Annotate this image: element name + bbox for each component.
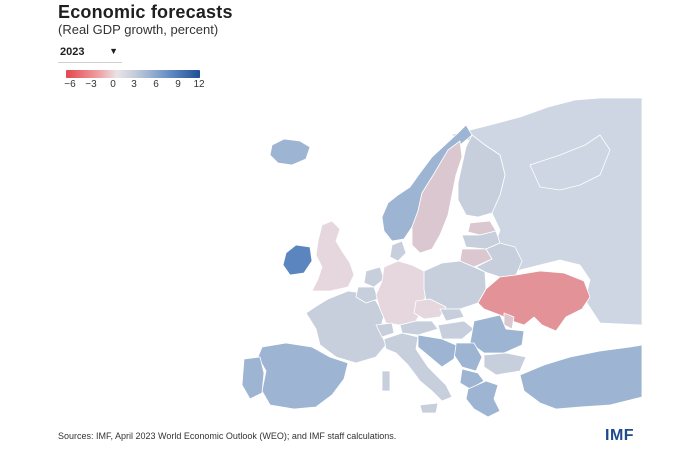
imf-logo: IMF bbox=[605, 427, 635, 444]
country-switzerland[interactable] bbox=[375, 322, 395, 338]
country-sicily[interactable] bbox=[419, 402, 439, 414]
legend-color-bar bbox=[66, 70, 200, 78]
country-turkey[interactable] bbox=[519, 344, 643, 410]
country-belgium[interactable] bbox=[355, 286, 379, 304]
country-italy[interactable] bbox=[383, 332, 453, 402]
country-moldova[interactable] bbox=[503, 312, 515, 330]
country-croatia-bosnia[interactable] bbox=[417, 334, 457, 368]
legend-tick: 9 bbox=[175, 79, 181, 90]
country-arkhangelsk[interactable] bbox=[529, 134, 611, 191]
country-netherlands[interactable] bbox=[363, 266, 385, 288]
color-legend: −6 −3 0 3 6 9 12 bbox=[64, 68, 206, 94]
chevron-down-icon: ▼ bbox=[109, 46, 118, 56]
country-finland[interactable] bbox=[457, 134, 506, 218]
source-note: Sources: IMF, April 2023 World Economic … bbox=[58, 431, 397, 441]
legend-tick: 12 bbox=[193, 79, 205, 90]
country-spain[interactable] bbox=[257, 342, 349, 410]
country-hungary[interactable] bbox=[437, 320, 475, 340]
legend-tick: 6 bbox=[153, 79, 159, 90]
country-czechia[interactable] bbox=[413, 298, 447, 320]
country-lithuania[interactable] bbox=[459, 248, 493, 268]
country-sweden[interactable] bbox=[411, 140, 463, 254]
chart-subtitle: (Real GDP growth, percent) bbox=[58, 22, 219, 37]
country-iceland[interactable] bbox=[269, 138, 311, 166]
chart-title: Economic forecasts bbox=[58, 2, 233, 22]
country-portugal[interactable] bbox=[241, 356, 265, 400]
legend-tick: −3 bbox=[85, 79, 97, 90]
year-dropdown[interactable]: 2023 ▼ bbox=[58, 44, 122, 63]
country-uk[interactable] bbox=[311, 220, 355, 292]
country-greece[interactable] bbox=[465, 380, 501, 418]
europe-map bbox=[241, 97, 643, 418]
country-sardinia[interactable] bbox=[381, 370, 391, 392]
country-bulgaria[interactable] bbox=[483, 352, 527, 376]
country-ireland[interactable] bbox=[282, 244, 313, 276]
country-slovakia[interactable] bbox=[439, 308, 465, 322]
legend-tick: −6 bbox=[64, 79, 76, 90]
country-denmark[interactable] bbox=[389, 240, 407, 262]
legend-tick: 0 bbox=[110, 79, 116, 90]
year-dropdown-value: 2023 bbox=[60, 46, 85, 58]
legend-tick: 3 bbox=[131, 79, 137, 90]
